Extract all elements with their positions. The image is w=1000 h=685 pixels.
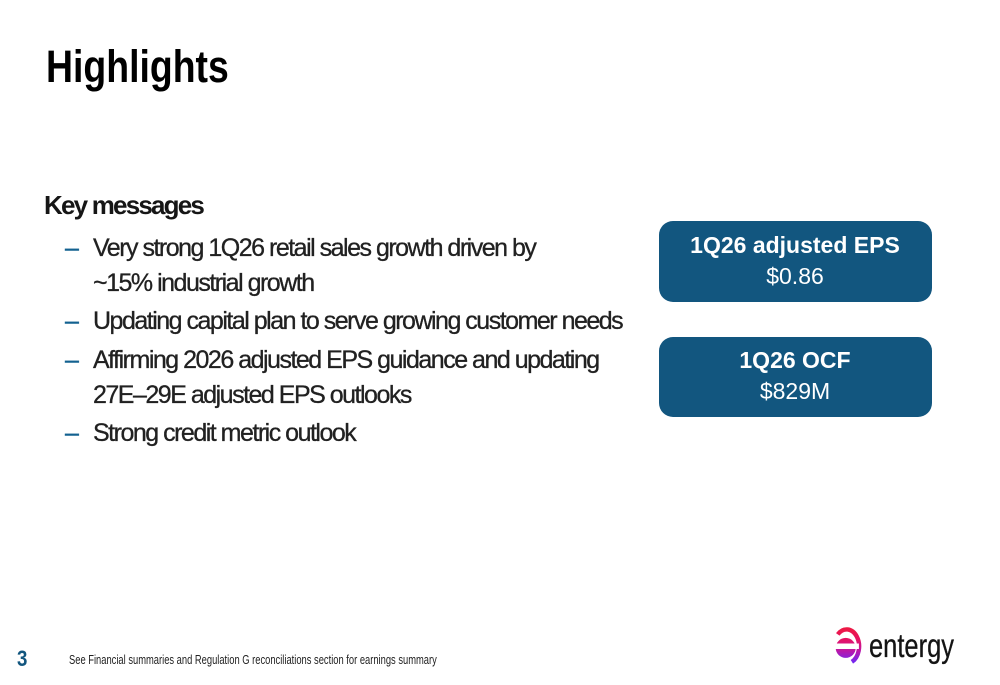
svg-text:entergy: entergy bbox=[869, 627, 954, 664]
